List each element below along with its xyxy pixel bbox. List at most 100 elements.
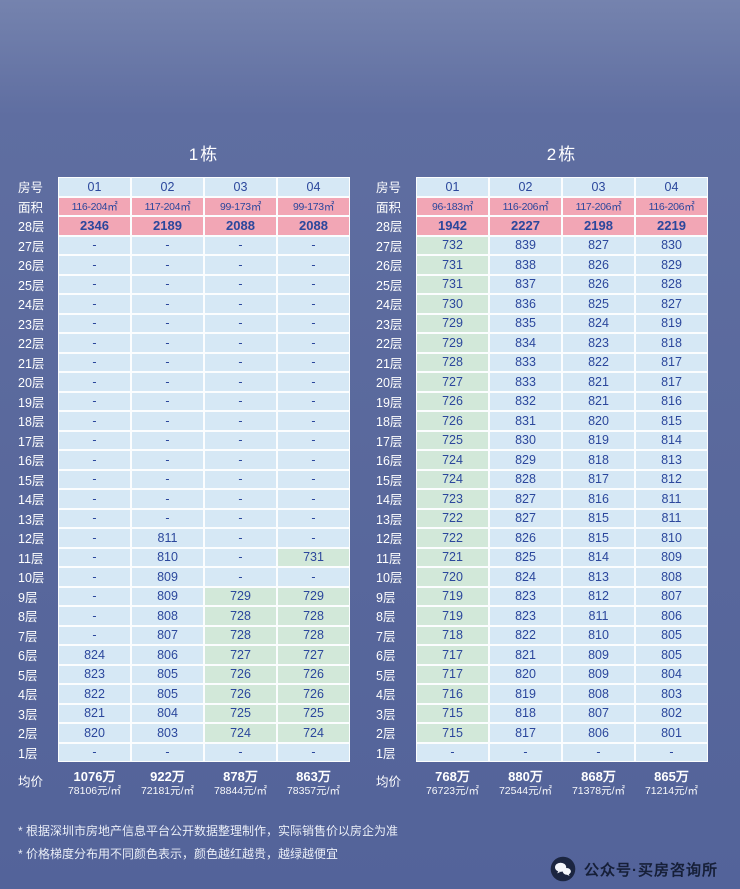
floor-label: 15层: [18, 473, 45, 488]
building-1-title: 1栋: [188, 145, 220, 164]
floor-label: 13层: [376, 512, 403, 527]
floor-label: 18层: [376, 415, 403, 430]
price-cell: 815: [562, 508, 635, 528]
price-cell: -: [58, 469, 131, 489]
price-cell: 821: [489, 645, 562, 665]
price-cell: -: [204, 469, 277, 489]
column-header-cell: 04: [277, 177, 350, 197]
price-cell: 818: [635, 333, 708, 353]
wechat-icon: [550, 856, 576, 882]
building-2-title: 2栋: [546, 145, 578, 164]
price-cell: 819: [489, 684, 562, 704]
avg-unit-price: 72181元/㎡: [140, 785, 195, 797]
floor-label: 14层: [376, 493, 403, 508]
price-cell: -: [58, 450, 131, 470]
avg-price: 880万: [508, 769, 543, 784]
price-cell: 811: [635, 508, 708, 528]
area-cell: 116-206㎡: [489, 196, 562, 216]
building-2-grid: 房号 01 02 03 04 面积 96-183㎡ 116-206㎡ 117-206㎡ 116-2…: [376, 177, 708, 762]
price-cell: -: [58, 274, 131, 294]
price-cell: 839: [489, 235, 562, 255]
price-cell: 2189: [131, 216, 204, 236]
floor-label: 3层: [18, 707, 38, 722]
price-cell: 728: [204, 606, 277, 626]
floor-label: 19层: [18, 395, 45, 410]
price-cell: 812: [562, 586, 635, 606]
floor-label: 21层: [376, 356, 403, 371]
price-cell: 806: [131, 645, 204, 665]
price-cell: -: [204, 255, 277, 275]
price-cell: -: [204, 333, 277, 353]
price-cell: 819: [635, 313, 708, 333]
price-cell: 804: [131, 703, 204, 723]
avg-price: 868万: [581, 769, 616, 784]
column-header-cell: 02: [131, 177, 204, 197]
floor-label: 25层: [18, 278, 45, 293]
price-cell: -: [204, 742, 277, 762]
floor-label: 2层: [376, 727, 396, 742]
avg-price: 768万: [435, 769, 470, 784]
price-cell: 726: [416, 391, 489, 411]
floor-label: 10层: [18, 571, 45, 586]
floor-label: 6层: [18, 649, 38, 664]
row-header-label: 房号: [18, 181, 44, 196]
floor-label: 7层: [376, 629, 396, 644]
price-cell: -: [489, 742, 562, 762]
price-cell: -: [58, 430, 131, 450]
avg-price: 865万: [654, 769, 689, 784]
area-cell: 117-204㎡: [131, 196, 204, 216]
price-cell: 808: [131, 606, 204, 626]
price-cell: -: [131, 391, 204, 411]
area-row-label: 面积: [18, 200, 44, 215]
price-cell: 807: [562, 703, 635, 723]
area-cell: 117-206㎡: [562, 196, 635, 216]
price-cell: 724: [416, 450, 489, 470]
floor-label: 9层: [376, 590, 396, 605]
avg-unit-price: 78357元/㎡: [286, 785, 341, 797]
price-cell: 717: [416, 664, 489, 684]
price-cell: -: [58, 547, 131, 567]
price-cell: 814: [635, 430, 708, 450]
price-cell: 822: [562, 352, 635, 372]
price-cell: 2198: [562, 216, 635, 236]
price-cell: 810: [635, 528, 708, 548]
price-cell: -: [562, 742, 635, 762]
floor-label: 5层: [376, 668, 396, 683]
price-cell: 829: [489, 450, 562, 470]
price-cell: 718: [416, 625, 489, 645]
tables-row: 1栋 房号 01 02 03 04 面积 116-204㎡ 117-204㎡ 99-173㎡ 99…: [18, 140, 722, 798]
price-cell: -: [277, 567, 350, 587]
floor-label: 1层: [376, 746, 396, 761]
price-cell: 722: [416, 508, 489, 528]
price-cell: 809: [635, 547, 708, 567]
price-cell: 837: [489, 274, 562, 294]
floor-label: 3层: [376, 707, 396, 722]
price-cell: 729: [416, 333, 489, 353]
price-cell: 803: [131, 723, 204, 743]
price-cell: 806: [635, 606, 708, 626]
building-2-table: 2栋 房号 01 02 03 04 面积 96-183㎡ 116-206㎡ 117-206㎡ 11…: [376, 140, 708, 798]
floor-label: 21层: [18, 356, 45, 371]
price-cell: 828: [635, 274, 708, 294]
price-cell: 825: [562, 294, 635, 314]
price-cell: 820: [562, 411, 635, 431]
wechat-badge-text: 公众号·买房咨询所: [584, 861, 718, 879]
price-cell: 807: [131, 625, 204, 645]
price-cell: -: [204, 411, 277, 431]
price-cell: -: [131, 274, 204, 294]
floor-label: 12层: [18, 532, 45, 547]
price-cell: 723: [416, 489, 489, 509]
floor-label: 12层: [376, 532, 403, 547]
price-cell: -: [204, 508, 277, 528]
price-cell: 824: [58, 645, 131, 665]
price-cell: 833: [489, 372, 562, 392]
area-cell: 116-204㎡: [58, 196, 131, 216]
price-cell: 822: [58, 684, 131, 704]
price-cell: -: [131, 313, 204, 333]
price-cell: 2219: [635, 216, 708, 236]
column-header-cell: 01: [58, 177, 131, 197]
price-cell: 817: [635, 352, 708, 372]
floor-label: 6层: [376, 649, 396, 664]
price-cell: 832: [489, 391, 562, 411]
